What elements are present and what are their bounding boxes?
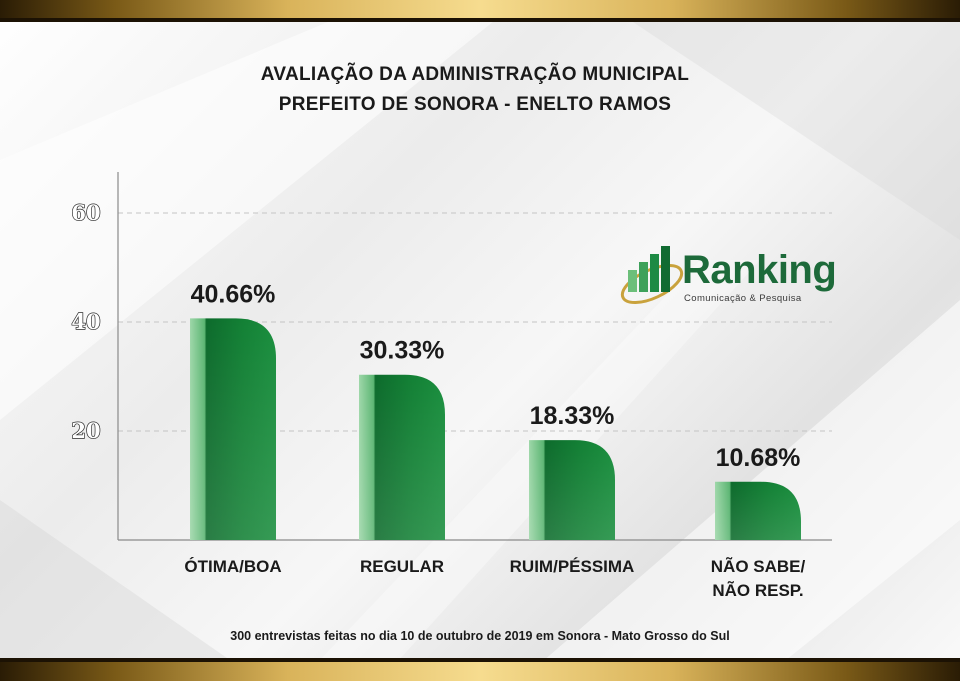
bar-highlight <box>359 374 445 540</box>
value-label: 30.33% <box>360 337 445 365</box>
footnote: 300 entrevistas feitas no dia 10 de outu… <box>230 629 730 643</box>
y-tick-label: 40 <box>71 309 100 334</box>
value-label: 10.68% <box>716 444 801 472</box>
value-label: 40.66% <box>191 280 276 308</box>
chart-title-line2: PREFEITO DE SONORA - ENELTO RAMOS <box>278 94 672 115</box>
category-label: NÃO RESP. <box>712 580 803 600</box>
bar-highlight <box>529 440 615 540</box>
category-label: ÓTIMA/BOA <box>184 557 281 576</box>
bar-highlight <box>190 318 276 540</box>
y-tick-label: 60 <box>71 200 100 225</box>
gold-band-bottom <box>0 658 960 681</box>
category-label: REGULAR <box>360 557 444 576</box>
ranking-logo: Ranking Comunicação & Pesquisa <box>618 240 837 310</box>
gold-band-top <box>0 0 960 22</box>
category-labels: ÓTIMA/BOA REGULAR RUIM/PÉSSIMA NÃO SABE/NÃO… <box>184 556 805 600</box>
value-labels: 40.66% 30.33% 18.33% 10.68% <box>191 280 801 471</box>
bar-highlight <box>715 481 801 540</box>
logo-wordmark: Ranking <box>682 248 837 292</box>
chart-title-line1: AVALIAÇÃO DA ADMINISTRAÇÃO MUNICIPAL <box>260 64 690 85</box>
logo-tagline: Comunicação & Pesquisa <box>684 293 802 304</box>
ranking-logo-icon <box>620 246 684 305</box>
bars <box>190 318 801 540</box>
category-label: RUIM/PÉSSIMA <box>510 557 635 576</box>
y-tick-labels: 20 40 60 <box>71 199 102 443</box>
y-tick-label: 20 <box>71 418 100 443</box>
value-label: 18.33% <box>530 402 615 430</box>
category-label: NÃO SABE/ <box>711 556 806 576</box>
